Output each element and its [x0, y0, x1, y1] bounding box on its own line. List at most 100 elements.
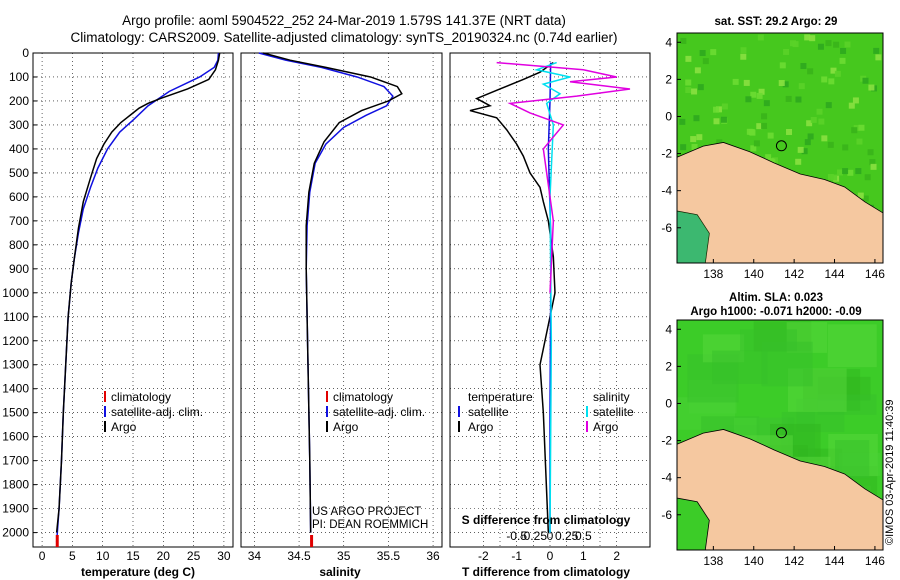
ocean-patch: [821, 76, 828, 83]
ocean-patch: [795, 158, 802, 165]
ocean-patch: [756, 92, 763, 99]
y-tick-label: 1800: [2, 478, 29, 492]
ocean-patch: [778, 80, 785, 87]
ocean-patch: [758, 88, 765, 95]
y-tick-label: 2000: [2, 526, 29, 540]
temperature-plot: 0100200300400500600700800900100011001200…: [2, 46, 233, 563]
legend-argo-label: Argo: [333, 420, 359, 434]
ocean-patch: [694, 67, 701, 74]
ocean-patch: [757, 34, 764, 41]
ocean-patch: [825, 40, 832, 47]
series-line-argo: [263, 52, 403, 533]
legend-s-argo-label: Argo: [593, 420, 619, 434]
ocean-patch: [840, 47, 847, 54]
ocean-patch: [868, 84, 875, 91]
ocean-patch: [740, 329, 797, 352]
ocean-patch: [693, 115, 700, 122]
ocean-patch: [830, 67, 837, 74]
y-tick-label: 300: [9, 118, 29, 132]
map-y-tick-label: -4: [661, 184, 672, 198]
map-x-tick-label: 146: [865, 267, 885, 281]
series-line-satellite-adj-clim-: [55, 52, 220, 543]
pi-credit: PI: DEAN ROEMMICH: [312, 519, 428, 531]
ocean-patch: [691, 143, 698, 150]
legend-t-satellite-swatch: [458, 406, 460, 417]
y-tick-label: 700: [9, 214, 29, 228]
sla-map: 138 140 142 144 146 4 2 0 -2 -4 -6: [661, 319, 885, 568]
ocean-patch: [847, 169, 854, 176]
ocean-patch: [712, 350, 768, 385]
ocean-patch: [685, 55, 692, 62]
difference-legend: temperature satellite Argo salinity sate…: [458, 390, 634, 434]
ocean-patch: [835, 440, 870, 479]
y-tick-label: 1700: [2, 454, 29, 468]
temperature-axes: [32, 52, 234, 548]
x-tick-label: 34: [248, 549, 262, 563]
x-tick-label: 25: [187, 549, 201, 563]
ocean-patch: [697, 84, 704, 91]
map-x-tick-label: 138: [703, 554, 723, 568]
legend-s-satellite-label: satellite: [593, 405, 634, 419]
ocean-patch: [720, 116, 727, 123]
map-x-tick-label: 142: [784, 267, 804, 281]
legend-s-satellite-swatch: [586, 406, 588, 417]
ocean-patch: [848, 102, 855, 109]
ocean-patch: [756, 123, 763, 130]
map-frame: [676, 319, 884, 551]
legend-argo-label: Argo: [111, 420, 137, 434]
map-y-tick-label: 2: [665, 359, 672, 373]
argo-float-marker: [775, 427, 787, 439]
ocean-patch: [858, 124, 865, 131]
ocean-patch: [743, 79, 750, 86]
y-tick-label: 100: [9, 70, 29, 84]
y-tick-label: 800: [9, 238, 29, 252]
ocean-patch: [750, 145, 757, 152]
ocean-patch: [837, 169, 844, 176]
legend-argo-swatch: [326, 421, 328, 432]
x-tick-label: 0: [39, 549, 46, 563]
x-tick-label: 1: [580, 549, 587, 563]
ocean-patch: [870, 163, 877, 170]
ocean-patch: [856, 138, 863, 145]
y-tick-label: 0: [22, 46, 29, 60]
ocean-patch: [834, 70, 841, 77]
ocean-patch: [867, 149, 874, 156]
ocean-patch: [702, 58, 709, 65]
ocean-patch: [740, 53, 747, 60]
s-tick-label: 0: [547, 529, 554, 543]
ocean-patch: [690, 136, 697, 143]
sla-map-title: Altim. SLA: 0.023: [729, 292, 823, 304]
ocean-patch: [685, 79, 692, 86]
legend-temperature-heading: temperature: [468, 390, 533, 404]
s-tick-label: 0.5: [575, 529, 592, 543]
map-x-tick-label: 146: [865, 554, 885, 568]
x-tick-label: 15: [126, 549, 140, 563]
ocean-patch: [750, 91, 757, 98]
ocean-patch: [818, 118, 825, 125]
map-x-tick-label: 140: [744, 267, 764, 281]
ocean-patch: [685, 87, 692, 94]
ocean-patch: [801, 148, 808, 155]
y-tick-label: 200: [9, 94, 29, 108]
ocean-patch: [821, 135, 828, 142]
y-tick-label: 1200: [2, 334, 29, 348]
temperature-legend: climatology satellite-adj. clim. Argo: [104, 390, 203, 434]
ocean-patch: [680, 144, 687, 151]
difference-plot: -2 -1 0 1 2-0.5-0.25 0 0.250.5: [450, 52, 650, 563]
ocean-patch: [713, 106, 720, 113]
x-tick-label: 0: [547, 549, 554, 563]
x-tick-label: 2: [613, 549, 620, 563]
map-x-tick-label: 138: [703, 267, 723, 281]
y-tick-label: 1300: [2, 358, 29, 372]
ocean-patch: [851, 127, 858, 134]
difference-xlabel: T difference from climatology: [462, 565, 630, 579]
ocean-patch: [745, 96, 752, 103]
y-tick-label: 1100: [3, 310, 29, 324]
s-difference-axis-label: S difference from climatology: [462, 513, 631, 527]
y-tick-label: 1400: [2, 382, 29, 396]
ocean-patch: [869, 159, 876, 166]
map-y-tick-label: 4: [665, 35, 672, 49]
map-x-tick-label: 142: [784, 554, 804, 568]
y-tick-label: 1600: [2, 430, 29, 444]
ocean-patch: [855, 168, 862, 175]
